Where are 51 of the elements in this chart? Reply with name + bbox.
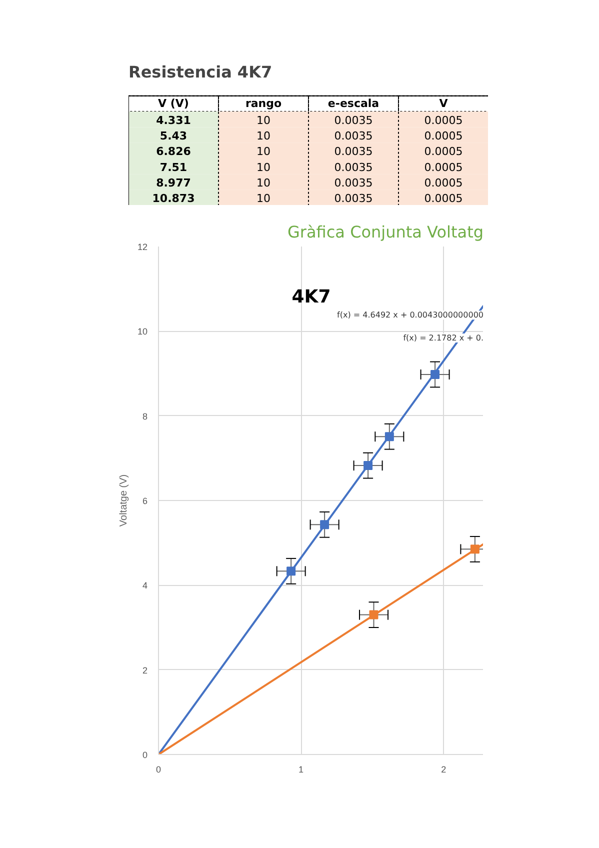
text: 0.0035 — [334, 145, 373, 158]
text: 7.51 — [160, 160, 188, 174]
point — [320, 520, 330, 530]
y-tick-label: 4 — [142, 580, 148, 591]
y-tick-label: 12 — [137, 242, 148, 252]
point — [286, 566, 296, 576]
text: 0.0005 — [424, 145, 463, 158]
point — [369, 610, 378, 620]
text: 6.826 — [156, 145, 191, 158]
text: 0.0035 — [334, 130, 373, 143]
x-tick-label: 0 — [156, 764, 162, 774]
text: 8.977 — [156, 176, 191, 190]
y-axis-title: Voltatge (V) — [118, 474, 130, 527]
text: 10 — [256, 192, 270, 206]
text: 10 — [256, 160, 270, 174]
annotation: f(x) = 2.1782 x + 0. — [403, 333, 484, 342]
text: 0.0005 — [424, 160, 463, 174]
text: 10 — [256, 145, 270, 158]
text: 10 — [256, 130, 270, 143]
text: 0.0005 — [424, 176, 463, 190]
text: 0.0035 — [334, 192, 373, 206]
text: V (V) — [158, 97, 189, 110]
annotation: f(x) = 4.6492 x + 0.0043000000000 — [337, 310, 484, 320]
y-tick-label: 6 — [142, 496, 148, 506]
text: 10 — [256, 114, 270, 127]
text: 10.873 — [152, 192, 195, 206]
text: 10 — [256, 176, 270, 190]
point — [364, 461, 373, 470]
x-tick-label: 1 — [298, 764, 304, 774]
text: 0.0035 — [334, 114, 373, 127]
text: Resistencia 4K7 — [128, 62, 272, 82]
point — [384, 432, 394, 442]
text: 0.0035 — [334, 176, 373, 190]
point — [430, 370, 440, 379]
text: 0.0005 — [424, 130, 463, 143]
chart-title: Gràfica Conjunta Voltatg — [288, 222, 484, 242]
y-tick-label: 8 — [142, 411, 148, 422]
y-tick-label: 10 — [137, 326, 148, 337]
y-tick-label: 0 — [142, 750, 148, 760]
point — [470, 544, 480, 554]
text: 5.43 — [160, 130, 188, 143]
x-tick-label: 2 — [441, 764, 446, 774]
text: 4.331 — [156, 114, 191, 127]
text: 0.0005 — [424, 192, 463, 206]
text: 0.0005 — [424, 114, 463, 127]
text: e-escala — [328, 97, 380, 110]
annotation: 4K7 — [292, 286, 331, 308]
text: 0.0035 — [334, 160, 373, 174]
text: V — [439, 97, 448, 110]
y-tick-label: 2 — [142, 665, 148, 676]
text: rango — [245, 97, 282, 110]
